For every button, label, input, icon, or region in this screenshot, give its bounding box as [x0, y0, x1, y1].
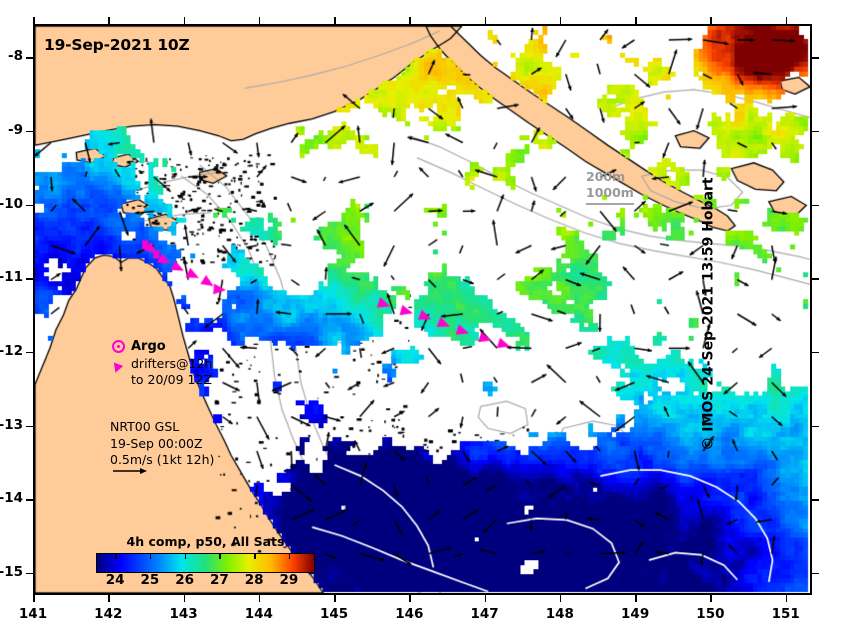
map-plot-area — [33, 24, 812, 595]
x-tick-label: 145 — [319, 606, 349, 622]
depth-legend-rule — [586, 203, 634, 205]
y-tick-mark — [26, 57, 33, 59]
x-tick-label: 147 — [470, 606, 499, 622]
argo-legend-line2: drifters@12h — [131, 355, 213, 371]
x-tick-mark — [183, 17, 186, 24]
x-tick-mark — [785, 595, 788, 602]
x-tick-label: 150 — [696, 606, 725, 622]
vectors-and-contours-layer — [35, 26, 810, 593]
x-tick-label: 143 — [169, 606, 198, 622]
colorbar-tick-label: 26 — [175, 572, 195, 588]
x-tick-mark — [484, 17, 487, 24]
argo-legend-title: Argo — [131, 339, 166, 354]
colorbar-title: 4h comp, p50, All Sats — [126, 534, 285, 549]
x-tick-label: 144 — [244, 606, 273, 622]
gsl-current-legend: NRT00 GSL 19-Sep 00:00Z 0.5m/s (1kt 12h) — [110, 419, 214, 469]
colorbar-tick-mark — [254, 553, 256, 559]
x-tick-mark — [183, 595, 186, 602]
x-tick-mark — [258, 595, 261, 602]
x-tick-mark — [33, 17, 35, 24]
y-tick-mark — [26, 499, 33, 501]
y-tick-mark — [26, 425, 33, 428]
depth-200m-label: 200m — [586, 169, 626, 184]
depth-contour-legend: 200m 1000m — [586, 169, 634, 201]
y-tick-mark — [26, 351, 33, 354]
x-tick-mark — [108, 595, 110, 602]
x-tick-mark — [258, 17, 261, 24]
colorbar-tick-label: 24 — [105, 572, 125, 588]
argo-float-marker-icon — [112, 340, 125, 353]
depth-1000m-label: 1000m — [586, 185, 634, 200]
x-tick-label: 151 — [771, 606, 800, 622]
y-tick-label: -14 — [0, 490, 23, 507]
x-tick-mark — [635, 17, 637, 24]
x-tick-label: 141 — [18, 606, 48, 622]
y-tick-mark — [26, 278, 33, 280]
y-tick-mark — [812, 278, 819, 280]
y-tick-label: -13 — [0, 416, 23, 433]
colorbar-tick-label: 28 — [244, 572, 264, 588]
colorbar-tick-mark — [219, 553, 221, 559]
x-tick-mark — [334, 17, 336, 24]
y-tick-mark — [812, 57, 819, 59]
x-tick-mark — [785, 17, 788, 24]
argo-legend: Argo drifters@12h to 20/09 12Z — [131, 338, 212, 388]
y-tick-label: -9 — [8, 121, 23, 138]
gsl-legend-line2: 19-Sep 00:00Z — [110, 435, 203, 451]
gsl-legend-line1: NRT00 GSL — [110, 419, 180, 434]
x-tick-mark — [484, 595, 487, 602]
x-tick-mark — [710, 17, 712, 24]
y-tick-mark — [812, 499, 819, 501]
x-tick-label: 146 — [395, 606, 424, 622]
colorbar-tick-mark — [184, 553, 187, 559]
y-tick-mark — [26, 204, 33, 206]
argo-legend-line3: to 20/09 12Z — [131, 372, 212, 388]
x-tick-mark — [108, 17, 110, 24]
gsl-legend-line3: 0.5m/s (1kt 12h) — [110, 452, 215, 467]
y-tick-label: -12 — [0, 342, 23, 359]
x-tick-label: 149 — [621, 606, 650, 622]
x-tick-mark — [409, 595, 411, 602]
colorbar-tick-mark — [288, 553, 291, 559]
y-tick-mark — [812, 572, 819, 575]
y-tick-label: -8 — [8, 48, 23, 65]
y-tick-mark — [812, 425, 819, 428]
figure-title: 19-Sep-2021 10Z — [44, 36, 190, 54]
colorbar-tick-mark — [115, 553, 117, 559]
x-tick-mark — [559, 595, 562, 602]
y-tick-mark — [812, 351, 819, 354]
x-tick-mark — [409, 17, 411, 24]
y-tick-mark — [812, 130, 819, 133]
y-tick-label: -15 — [0, 563, 23, 580]
colorbar-tick-mark — [149, 553, 152, 559]
colorbar-tick-label: 29 — [279, 572, 299, 588]
x-tick-label: 142 — [94, 606, 123, 622]
y-tick-mark — [26, 130, 33, 133]
y-tick-label: -10 — [0, 195, 23, 212]
x-tick-mark — [635, 595, 637, 602]
imos-credit-text: © IMOS 24-Sep-2021 13:59 Hobart — [700, 177, 717, 451]
velocity-scale-arrow-icon — [113, 468, 147, 474]
x-tick-mark — [334, 595, 336, 602]
y-tick-mark — [812, 204, 819, 206]
x-tick-label: 148 — [545, 606, 574, 622]
y-tick-label: -11 — [0, 269, 23, 286]
colorbar-tick-label: 27 — [209, 572, 229, 588]
colorbar-tick-label: 25 — [140, 572, 160, 588]
x-tick-mark — [33, 595, 35, 602]
y-tick-mark — [26, 572, 33, 575]
x-tick-mark — [710, 595, 712, 602]
credit-container: © IMOS 24-Sep-2021 13:59 Hobart — [700, 0, 847, 628]
x-tick-mark — [559, 17, 562, 24]
sst-colorbar — [96, 553, 315, 573]
